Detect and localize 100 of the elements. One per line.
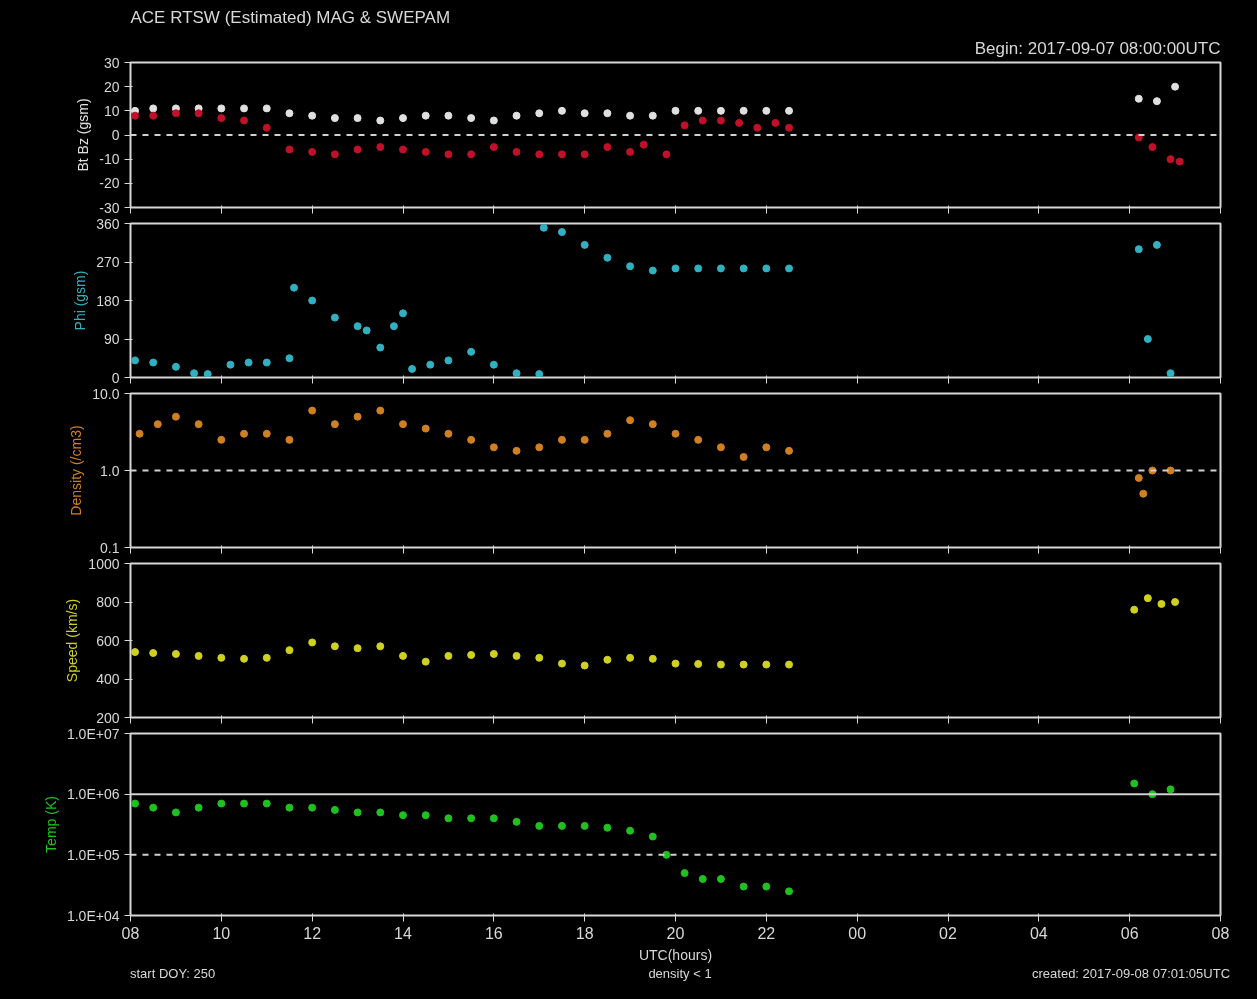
point: [362, 326, 371, 335]
point: [762, 106, 771, 115]
point: [353, 145, 362, 154]
point: [535, 443, 544, 452]
point: [603, 655, 612, 664]
point: [626, 262, 635, 271]
point: [603, 253, 612, 262]
y-tick-label: 600: [96, 632, 120, 649]
point: [489, 360, 498, 369]
point: [444, 356, 453, 365]
point: [262, 123, 271, 132]
x-tick-label: 18: [575, 924, 594, 942]
point: [557, 659, 566, 668]
point: [217, 104, 226, 113]
point: [1139, 489, 1148, 498]
point: [512, 369, 521, 378]
point: [648, 420, 657, 429]
point: [580, 240, 589, 249]
y-tick-label: 1.0: [100, 462, 120, 479]
point: [149, 111, 158, 120]
point: [399, 811, 407, 820]
point: [444, 651, 453, 660]
point: [735, 118, 744, 127]
y-tick-label: 1.0E+05: [66, 846, 120, 863]
point: [353, 114, 362, 123]
point: [330, 114, 339, 123]
point: [680, 869, 689, 878]
point: [1166, 785, 1175, 794]
point: [226, 360, 235, 369]
point: [694, 659, 703, 668]
point: [1152, 240, 1161, 249]
point: [1134, 473, 1143, 482]
point: [716, 443, 725, 452]
x-tick-label: 10: [212, 924, 231, 942]
point: [308, 638, 317, 647]
point: [694, 435, 703, 444]
point: [171, 808, 180, 817]
point: [680, 121, 689, 130]
point: [753, 123, 762, 132]
point: [739, 660, 748, 669]
x-tick-label: 00: [848, 924, 867, 942]
point: [131, 648, 140, 657]
y-tick-label: 1.0E+07: [66, 725, 120, 742]
y-tick-label: 200: [96, 709, 120, 726]
y-tick-label: -10: [99, 151, 120, 168]
point: [285, 435, 294, 444]
x-tick-label: 02: [939, 924, 957, 942]
text: created: 2017-09-08 07:01:05UTC: [1031, 965, 1231, 983]
point: [240, 116, 249, 125]
point: [421, 424, 430, 433]
point: [512, 446, 521, 455]
point: [694, 106, 703, 115]
y-tick-label: 1.0E+04: [66, 907, 120, 924]
point: [444, 150, 453, 159]
point: [512, 111, 521, 120]
point: [426, 360, 435, 369]
point: [535, 370, 544, 378]
y-tick-label: 180: [96, 292, 120, 309]
y-tick-label: 0: [111, 127, 120, 143]
point: [639, 140, 648, 149]
point: [716, 660, 725, 669]
point: [648, 832, 657, 841]
point: [171, 362, 180, 371]
x-tick-label: 16: [484, 924, 503, 942]
point: [467, 114, 476, 123]
point: [535, 821, 544, 830]
point: [389, 322, 398, 331]
point: [376, 406, 385, 415]
point: [557, 821, 566, 830]
point: [217, 114, 226, 123]
point: [467, 435, 476, 444]
point: [244, 358, 253, 367]
point: [240, 104, 249, 113]
point: [580, 109, 589, 118]
point: [399, 145, 407, 154]
point: [512, 147, 521, 156]
y-axis-title: Phi (gsm): [72, 270, 89, 331]
point: [1148, 143, 1157, 152]
point: [194, 803, 203, 812]
point: [285, 109, 294, 118]
point: [785, 264, 794, 273]
point: [399, 420, 407, 429]
point: [421, 657, 430, 666]
point: [671, 264, 680, 273]
point: [308, 296, 317, 305]
point: [1171, 82, 1180, 91]
point: [131, 799, 140, 808]
point: [1134, 245, 1143, 254]
point: [489, 814, 498, 823]
point: [785, 123, 794, 132]
point: [557, 435, 566, 444]
point: [444, 111, 453, 120]
point: [580, 435, 589, 444]
point: [376, 116, 385, 125]
point: [149, 649, 158, 658]
point: [489, 143, 498, 152]
point: [557, 106, 566, 115]
y-tick-label: 1000: [88, 555, 120, 572]
y-tick-label: 800: [96, 594, 120, 610]
y-tick-label: -20: [99, 175, 120, 192]
